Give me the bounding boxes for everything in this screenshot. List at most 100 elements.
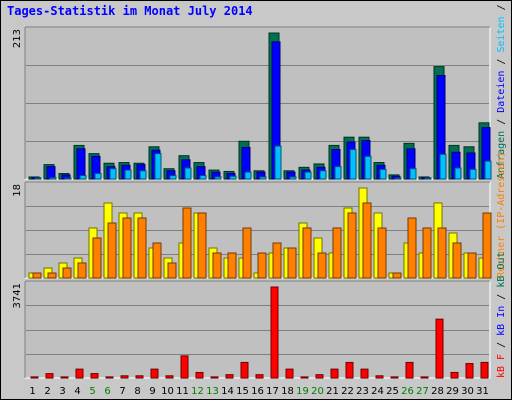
bar-rechner-ip-adressen--day-18 xyxy=(287,247,297,279)
x-tick-label-day-29: 29 xyxy=(446,386,459,397)
bar-rechner-ip-adressen--day-23 xyxy=(362,202,372,279)
bar-rechner-ip-adressen--day-22 xyxy=(347,212,357,279)
bar-kb-f-day-15 xyxy=(240,361,249,379)
x-tick-label-day-23: 23 xyxy=(356,386,369,397)
bar-rechner-ip-adressen--day-17 xyxy=(272,242,282,279)
x-tick-label-day-7: 7 xyxy=(119,386,125,397)
bar-kb-f-day-25 xyxy=(390,376,399,379)
bar-dateien-day-4 xyxy=(76,148,86,180)
bar-seiten-day-31 xyxy=(484,160,492,180)
x-tick-label-day-16: 16 xyxy=(251,386,264,397)
bar-seiten-day-3 xyxy=(64,177,72,180)
x-tick-label-day-8: 8 xyxy=(134,386,140,397)
bar-rechner-ip-adressen--day-25 xyxy=(392,272,402,279)
x-tick-label-day-21: 21 xyxy=(326,386,339,397)
x-tick-label-day-26: 26 xyxy=(401,386,414,397)
bar-kb-f-day-5 xyxy=(90,373,99,379)
x-tick-label-day-22: 22 xyxy=(341,386,354,397)
bar-rechner-ip-adressen--day-26 xyxy=(407,217,417,279)
bar-kb-f-day-1 xyxy=(30,376,39,379)
bar-kb-f-day-11 xyxy=(180,355,189,379)
x-tick-label-day-28: 28 xyxy=(431,386,444,397)
bar-kb-f-day-3 xyxy=(60,376,69,379)
bar-seiten-day-21 xyxy=(334,166,342,180)
bar-kb-f-day-27 xyxy=(420,376,429,379)
bar-rechner-ip-adressen--day-11 xyxy=(182,207,192,279)
chart-panel-middle: 18 Rechner (IP-Adressen) xyxy=(12,152,507,279)
x-tick-label-day-5: 5 xyxy=(89,386,95,397)
legend-part: / xyxy=(496,1,507,16)
x-tick-label-day-2: 2 xyxy=(44,386,50,397)
bar-seiten-day-14 xyxy=(229,175,237,180)
chart-panel-top: 213 Anfragen / Dateien / Seiten / Besuche xyxy=(12,1,507,180)
x-tick-label-day-27: 27 xyxy=(416,386,429,397)
bar-rechner-ip-adressen--day-9 xyxy=(152,242,162,279)
bar-rechner-ip-adressen--day-12 xyxy=(197,212,207,279)
bar-kb-f-day-17 xyxy=(270,286,279,379)
bar-seiten-day-10 xyxy=(169,175,177,180)
bar-seiten-day-30 xyxy=(469,168,477,180)
bar-kb-f-day-4 xyxy=(75,368,84,379)
bar-rechner-ip-adressen--day-10 xyxy=(167,262,177,279)
y-max-label-bottom: 3741 xyxy=(12,283,23,308)
bar-seiten-day-28 xyxy=(439,153,447,180)
bar-seiten-day-9 xyxy=(154,153,162,180)
x-tick-label-day-6: 6 xyxy=(104,386,110,397)
bar-seiten-day-5 xyxy=(94,173,102,180)
bar-seiten-day-13 xyxy=(214,176,222,180)
x-tick-label-day-12: 12 xyxy=(191,386,204,397)
bar-seiten-day-2 xyxy=(49,177,57,180)
bar-seiten-day-4 xyxy=(79,175,87,180)
bar-kb-f-day-9 xyxy=(150,368,159,379)
y-max-label-middle: 18 xyxy=(12,184,23,197)
bar-kb-f-day-18 xyxy=(285,368,294,379)
bar-rechner-ip-adressen--day-28 xyxy=(437,227,447,279)
legend-bottom: kB F / kB In / kB Out xyxy=(496,252,507,378)
bar-seiten-day-16 xyxy=(259,176,267,180)
x-tick-label-day-13: 13 xyxy=(206,386,219,397)
bar-seiten-day-20 xyxy=(319,170,327,180)
legend-part: kB Out xyxy=(496,252,507,288)
bar-rechner-ip-adressen--day-4 xyxy=(77,262,87,279)
x-tick-label-day-4: 4 xyxy=(74,386,80,397)
bar-kb-f-day-8 xyxy=(135,375,144,379)
bar-rechner-ip-adressen--day-19 xyxy=(302,227,312,279)
x-tick-label-day-30: 30 xyxy=(461,386,474,397)
x-tick-label-day-17: 17 xyxy=(266,386,279,397)
bar-kb-f-day-6 xyxy=(105,376,114,379)
bar-kb-f-day-28 xyxy=(435,318,444,379)
bar-rechner-ip-adressen--day-1 xyxy=(32,272,42,279)
legend-part: Seiten xyxy=(496,16,507,52)
bar-seiten-day-6 xyxy=(109,168,117,180)
bar-rechner-ip-adressen--day-27 xyxy=(422,227,432,279)
bar-seiten-day-19 xyxy=(304,171,312,180)
bar-kb-f-day-24 xyxy=(375,375,384,379)
x-tick-label-day-20: 20 xyxy=(311,386,324,397)
bar-rechner-ip-adressen--day-13 xyxy=(212,252,222,279)
bar-rechner-ip-adressen--day-30 xyxy=(467,252,477,279)
y-max-label-top: 213 xyxy=(12,29,23,48)
bar-rechner-ip-adressen--day-31 xyxy=(482,212,492,279)
bar-seiten-day-7 xyxy=(124,169,132,180)
bar-rechner-ip-adressen--day-3 xyxy=(62,267,72,279)
x-tick-label-day-9: 9 xyxy=(149,386,155,397)
bar-seiten-day-15 xyxy=(244,171,252,180)
bar-kb-f-day-16 xyxy=(255,374,264,379)
x-tick-label-day-18: 18 xyxy=(281,386,294,397)
legend-part: / xyxy=(496,113,507,131)
x-tick-label-day-31: 31 xyxy=(476,386,489,397)
bar-seiten-day-18 xyxy=(289,176,297,180)
bar-seiten-day-24 xyxy=(379,168,387,180)
legend-part: kB F xyxy=(496,354,507,378)
legend-part: / xyxy=(496,336,507,354)
x-tick-label-day-3: 3 xyxy=(59,386,65,397)
bar-kb-f-day-10 xyxy=(165,375,174,379)
legend-middle: Rechner (IP-Adressen) xyxy=(496,152,507,278)
bar-seiten-day-1 xyxy=(34,177,42,180)
bar-seiten-day-17 xyxy=(274,145,282,180)
bar-kb-f-day-13 xyxy=(210,376,219,379)
bar-seiten-day-8 xyxy=(139,170,147,180)
bar-rechner-ip-adressen--day-29 xyxy=(452,242,462,279)
